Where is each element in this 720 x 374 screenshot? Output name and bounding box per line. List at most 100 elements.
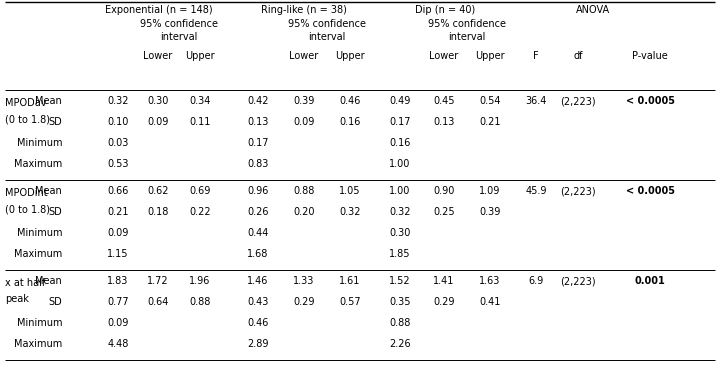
Text: 45.9: 45.9	[526, 186, 546, 196]
Text: 0.62: 0.62	[148, 186, 168, 196]
Text: Mean: Mean	[35, 186, 62, 196]
Text: 1.63: 1.63	[480, 276, 500, 286]
Text: < 0.0005: < 0.0005	[626, 96, 675, 106]
Text: 0.10: 0.10	[107, 117, 129, 127]
Text: 0.20: 0.20	[293, 207, 315, 217]
Text: 0.46: 0.46	[247, 318, 269, 328]
Text: MPODint: MPODint	[5, 188, 48, 198]
Text: 0.16: 0.16	[390, 138, 410, 148]
Text: Upper: Upper	[336, 51, 365, 61]
Text: interval: interval	[161, 32, 198, 42]
Text: 1.85: 1.85	[390, 249, 410, 259]
Text: x at half: x at half	[5, 278, 45, 288]
Text: 0.66: 0.66	[107, 186, 129, 196]
Text: 0.88: 0.88	[293, 186, 315, 196]
Text: 0.57: 0.57	[339, 297, 361, 307]
Text: 1.83: 1.83	[107, 276, 129, 286]
Text: 0.64: 0.64	[148, 297, 168, 307]
Text: 1.72: 1.72	[147, 276, 168, 286]
Text: Maximum: Maximum	[14, 339, 62, 349]
Text: 1.46: 1.46	[247, 276, 269, 286]
Text: 0.09: 0.09	[107, 228, 129, 238]
Text: 0.29: 0.29	[433, 297, 455, 307]
Text: 0.13: 0.13	[247, 117, 269, 127]
Text: SD: SD	[48, 297, 62, 307]
Text: Ring-like (n = 38): Ring-like (n = 38)	[261, 5, 347, 15]
Text: 0.83: 0.83	[247, 159, 269, 169]
Text: 0.41: 0.41	[480, 297, 500, 307]
Text: 1.96: 1.96	[189, 276, 211, 286]
Text: 0.39: 0.39	[480, 207, 500, 217]
Text: Dip (n = 40): Dip (n = 40)	[415, 5, 475, 15]
Text: 1.15: 1.15	[107, 249, 129, 259]
Text: 0.09: 0.09	[107, 318, 129, 328]
Text: 0.53: 0.53	[107, 159, 129, 169]
Text: Upper: Upper	[185, 51, 215, 61]
Text: 95% confidence: 95% confidence	[140, 19, 218, 29]
Text: 95% confidence: 95% confidence	[288, 19, 366, 29]
Text: Mean: Mean	[35, 96, 62, 106]
Text: 0.34: 0.34	[189, 96, 211, 106]
Text: 0.39: 0.39	[293, 96, 315, 106]
Text: 1.09: 1.09	[480, 186, 500, 196]
Text: 0.09: 0.09	[148, 117, 168, 127]
Text: 0.32: 0.32	[339, 207, 361, 217]
Text: 1.52: 1.52	[390, 276, 411, 286]
Text: 0.46: 0.46	[339, 96, 361, 106]
Text: interval: interval	[449, 32, 486, 42]
Text: 0.96: 0.96	[247, 186, 269, 196]
Text: 0.001: 0.001	[634, 276, 665, 286]
Text: 0.44: 0.44	[247, 228, 269, 238]
Text: (2,223): (2,223)	[560, 186, 596, 196]
Text: 0.17: 0.17	[247, 138, 269, 148]
Text: 0.88: 0.88	[189, 297, 211, 307]
Text: < 0.0005: < 0.0005	[626, 186, 675, 196]
Text: 0.16: 0.16	[339, 117, 361, 127]
Text: 0.88: 0.88	[390, 318, 410, 328]
Text: 1.41: 1.41	[433, 276, 455, 286]
Text: 0.03: 0.03	[107, 138, 129, 148]
Text: 4.48: 4.48	[107, 339, 129, 349]
Text: 36.4: 36.4	[526, 96, 546, 106]
Text: 0.35: 0.35	[390, 297, 410, 307]
Text: 0.21: 0.21	[480, 117, 500, 127]
Text: P-value: P-value	[632, 51, 668, 61]
Text: 0.17: 0.17	[390, 117, 410, 127]
Text: 1.00: 1.00	[390, 159, 410, 169]
Text: 1.00: 1.00	[390, 186, 410, 196]
Text: 0.25: 0.25	[433, 207, 455, 217]
Text: 0.32: 0.32	[390, 207, 410, 217]
Text: 0.69: 0.69	[189, 186, 211, 196]
Text: 0.77: 0.77	[107, 297, 129, 307]
Text: Minimum: Minimum	[17, 228, 62, 238]
Text: (0 to 1.8): (0 to 1.8)	[5, 204, 50, 214]
Text: Exponential (n = 148): Exponential (n = 148)	[105, 5, 213, 15]
Text: SD: SD	[48, 117, 62, 127]
Text: 0.54: 0.54	[480, 96, 500, 106]
Text: F: F	[534, 51, 539, 61]
Text: 0.13: 0.13	[433, 117, 455, 127]
Text: 0.11: 0.11	[189, 117, 211, 127]
Text: ANOVA: ANOVA	[576, 5, 610, 15]
Text: 0.26: 0.26	[247, 207, 269, 217]
Text: Minimum: Minimum	[17, 318, 62, 328]
Text: Upper: Upper	[475, 51, 505, 61]
Text: 0.29: 0.29	[293, 297, 315, 307]
Text: 1.68: 1.68	[247, 249, 269, 259]
Text: Maximum: Maximum	[14, 249, 62, 259]
Text: 0.30: 0.30	[390, 228, 410, 238]
Text: df: df	[573, 51, 582, 61]
Text: SD: SD	[48, 207, 62, 217]
Text: 0.22: 0.22	[189, 207, 211, 217]
Text: MPODav: MPODav	[5, 98, 47, 108]
Text: 0.09: 0.09	[293, 117, 315, 127]
Text: peak: peak	[5, 294, 29, 304]
Text: 1.33: 1.33	[293, 276, 315, 286]
Text: 6.9: 6.9	[528, 276, 544, 286]
Text: 0.21: 0.21	[107, 207, 129, 217]
Text: (2,223): (2,223)	[560, 96, 596, 106]
Text: 1.05: 1.05	[339, 186, 361, 196]
Text: (2,223): (2,223)	[560, 276, 596, 286]
Text: 0.18: 0.18	[148, 207, 168, 217]
Text: 0.32: 0.32	[107, 96, 129, 106]
